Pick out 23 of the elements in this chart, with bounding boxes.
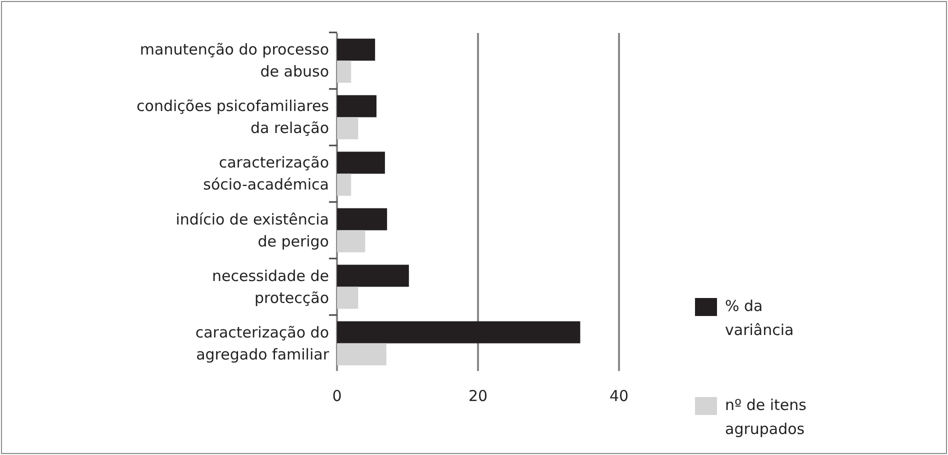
y-tick-label: indício de existência de perigo: [176, 210, 329, 250]
legend-label: % da variância: [725, 297, 794, 339]
y-tick-label: caracterização sócio-académica: [203, 154, 329, 194]
bar: [337, 343, 386, 366]
y-tick-label: necessidade de protecção: [212, 266, 329, 307]
x-tick-label: 0: [332, 387, 342, 405]
bar: [337, 60, 352, 83]
x-tick-label: 20: [468, 387, 488, 405]
legend-label: nº de itens agrupados: [725, 396, 807, 438]
bar: [337, 117, 358, 140]
y-tick-label: manutenção do processo de abuso: [140, 40, 329, 81]
bar: [337, 152, 385, 174]
y-tick-label: condições psicofamiliares da relação: [136, 97, 330, 138]
y-tick-label: caracterização do agregado familiar: [195, 323, 330, 364]
bar: [337, 95, 376, 118]
bar: [337, 38, 376, 61]
bar: [337, 264, 409, 287]
bar: [337, 208, 388, 230]
bar: [337, 174, 352, 196]
bar: [337, 286, 358, 309]
bar: [337, 321, 580, 344]
bar: [337, 230, 366, 252]
x-tick-label: 40: [609, 387, 629, 405]
